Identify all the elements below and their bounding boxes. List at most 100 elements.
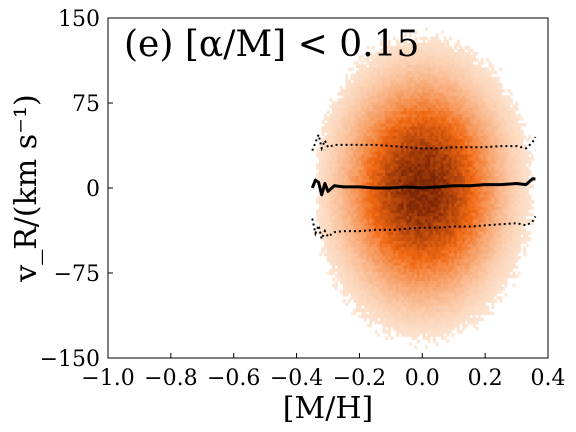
heatmap-cell (440, 144, 444, 149)
heatmap-cell (435, 311, 439, 316)
heatmap-cell (353, 228, 357, 232)
heatmap-cell (470, 206, 474, 211)
heatmap-cell (387, 240, 391, 245)
heatmap-cell (387, 243, 391, 248)
heatmap-cell (324, 178, 328, 183)
heatmap-cell (379, 135, 383, 139)
heatmap-cell (345, 101, 349, 105)
heatmap-cell (329, 169, 333, 173)
heatmap-cell (456, 86, 460, 90)
heatmap-cell (416, 132, 421, 136)
heatmap-cell (387, 203, 391, 207)
heatmap-cell (382, 172, 386, 177)
heatmap-cell (435, 101, 439, 105)
heatmap-cell (337, 154, 341, 158)
heatmap-cell (424, 274, 428, 279)
heatmap-cell (363, 101, 367, 105)
heatmap-cell (470, 194, 474, 198)
heatmap-cell (430, 265, 434, 269)
heatmap-cell (419, 150, 423, 155)
heatmap-cell (454, 280, 458, 285)
heatmap-cell (334, 222, 338, 226)
heatmap-cell (424, 330, 428, 334)
heatmap-cell (472, 160, 476, 164)
heatmap-cell (438, 135, 442, 139)
heatmap-cell (432, 178, 436, 183)
heatmap-cell (395, 58, 399, 62)
heatmap-cell (440, 265, 444, 269)
heatmap-cell (438, 330, 442, 334)
heatmap-cell (422, 166, 426, 170)
heatmap-cell (361, 231, 365, 235)
heatmap-cell (467, 268, 471, 272)
heatmap-cell (342, 280, 346, 285)
heatmap-cell (472, 222, 476, 226)
heatmap-cell (438, 299, 442, 303)
heatmap-cell (470, 110, 474, 115)
heatmap-cell (385, 178, 389, 183)
heatmap-cell (324, 243, 328, 248)
heatmap-cell (456, 194, 460, 198)
heatmap-cell (395, 206, 399, 211)
heatmap-cell (443, 302, 447, 306)
heatmap-cell (390, 256, 394, 260)
heatmap-cell (422, 58, 426, 62)
heatmap-cell (451, 48, 455, 53)
heatmap-cell (371, 218, 375, 223)
heatmap-cell (358, 181, 362, 186)
heatmap-cell (430, 305, 434, 309)
heatmap-cell (332, 203, 336, 207)
heatmap-cell (427, 48, 431, 53)
heatmap-cell (419, 70, 423, 75)
heatmap-cell (462, 82, 466, 87)
heatmap-cell (337, 225, 341, 229)
heatmap-cell (390, 169, 394, 173)
heatmap-cell (358, 302, 362, 306)
heatmap-cell (387, 76, 391, 81)
heatmap-cell (464, 79, 468, 84)
heatmap-cell (451, 110, 455, 115)
heatmap-cell (358, 98, 362, 102)
heatmap-cell (411, 209, 415, 214)
heatmap-cell (395, 262, 399, 266)
heatmap-cell (409, 314, 413, 319)
heatmap-cell (374, 120, 378, 124)
heatmap-cell (379, 113, 383, 118)
heatmap-cell (464, 194, 468, 198)
heatmap-cell (393, 120, 397, 124)
heatmap-cell (446, 116, 450, 121)
heatmap-cell (470, 123, 474, 127)
heatmap-cell (382, 222, 386, 226)
heatmap-cell (443, 234, 447, 238)
heatmap-cell (321, 225, 325, 229)
heatmap-cell (390, 336, 394, 340)
heatmap-cell (440, 320, 444, 325)
heatmap-cell (472, 240, 476, 245)
heatmap-cell (459, 86, 463, 90)
heatmap-cell (361, 228, 365, 232)
heatmap-cell (366, 107, 370, 112)
heatmap-cell (347, 150, 352, 155)
heatmap-cell (411, 336, 415, 340)
heatmap-cell (472, 144, 476, 149)
heatmap-cell (358, 95, 362, 99)
heatmap-cell (430, 141, 434, 146)
heatmap-cell (385, 135, 389, 139)
heatmap-cell (377, 178, 381, 183)
heatmap-cell (438, 203, 442, 207)
heatmap-cell (411, 157, 415, 161)
heatmap-cell (416, 286, 421, 291)
heatmap-cell (350, 150, 354, 155)
heatmap-cell (456, 70, 460, 75)
heatmap-cell (345, 129, 349, 133)
heatmap-cell (451, 290, 455, 294)
heatmap-cell (470, 249, 474, 254)
heatmap-cell (342, 212, 346, 217)
heatmap-cell (334, 286, 338, 291)
heatmap-cell (416, 333, 421, 337)
heatmap-cell (393, 86, 397, 90)
heatmap-cell (419, 61, 423, 65)
heatmap-cell (395, 215, 399, 220)
heatmap-cell (358, 296, 362, 300)
heatmap-cell (355, 265, 359, 269)
